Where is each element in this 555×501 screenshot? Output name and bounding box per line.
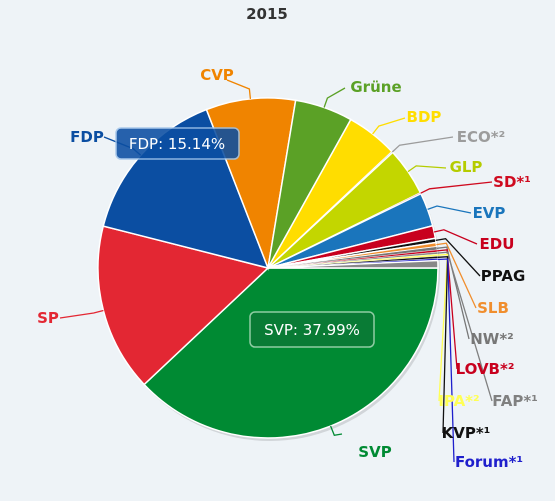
pie-slices bbox=[97, 97, 439, 439]
connector-eco bbox=[391, 136, 454, 153]
slice-label-edu: EDU bbox=[480, 235, 515, 253]
slice-label-slb: SLB bbox=[477, 299, 509, 317]
connector-bdp bbox=[372, 117, 406, 135]
tooltip-svp-text: SVP: 37.99% bbox=[264, 321, 360, 339]
tooltip-fdp: FDP: 15.14% bbox=[115, 127, 240, 160]
tooltip-svp: SVP: 37.99% bbox=[249, 311, 375, 348]
slice-label-ppag: PPAG bbox=[481, 267, 526, 285]
chart-title: 2015 bbox=[246, 5, 288, 23]
connector-ppag bbox=[435, 237, 481, 277]
slice-label-bdp: BDP bbox=[407, 108, 442, 126]
slice-label-ipa: IPA*² bbox=[438, 392, 479, 410]
slice-label-svp: SVP bbox=[358, 443, 391, 461]
connector-sp bbox=[59, 309, 104, 319]
slice-label-fdp: FDP bbox=[70, 128, 104, 146]
slice-label-nw: NW*² bbox=[470, 330, 514, 348]
label-connectors bbox=[59, 79, 493, 463]
connector-edu bbox=[433, 229, 478, 245]
slice-label-evp: EVP bbox=[473, 204, 506, 222]
connector-glp bbox=[407, 165, 447, 173]
pie-slice-sp[interactable] bbox=[97, 225, 270, 386]
connector-nw bbox=[436, 246, 470, 340]
slice-label-cvp: CVP bbox=[200, 66, 234, 84]
connector-forum bbox=[437, 258, 455, 463]
connector-fap bbox=[437, 251, 493, 402]
connector-lovb bbox=[437, 249, 458, 370]
connector-kvp bbox=[437, 256, 449, 434]
slice-label-glp: GLP bbox=[450, 158, 483, 176]
connector-cvp bbox=[226, 79, 252, 99]
slice-label-sp: SP bbox=[37, 309, 59, 327]
slice-labels: SVP SP FDP CVP Grüne BDP ECO*² GLP SD*¹ EVP EDU PPA… bbox=[37, 66, 538, 471]
tooltip-fdp-text: FDP: 15.14% bbox=[129, 135, 225, 153]
slice-label-fap: FAP*¹ bbox=[492, 392, 538, 410]
connector-sd bbox=[420, 181, 493, 194]
slice-label-kvp: KVP*¹ bbox=[442, 424, 491, 442]
slice-label-eco: ECO*² bbox=[457, 128, 505, 146]
connector-gruene bbox=[323, 87, 346, 108]
pie-slice-other[interactable] bbox=[267, 259, 439, 269]
connector-evp bbox=[427, 205, 472, 214]
connector-slb bbox=[436, 242, 477, 309]
connector-svp bbox=[329, 425, 343, 437]
slice-label-sd: SD*¹ bbox=[493, 173, 531, 191]
slice-label-forum: Forum*¹ bbox=[455, 453, 523, 471]
connector-ipa bbox=[437, 253, 449, 402]
slice-label-gruene: Grüne bbox=[350, 78, 401, 96]
slice-label-lovb: LOVB*² bbox=[456, 360, 515, 378]
